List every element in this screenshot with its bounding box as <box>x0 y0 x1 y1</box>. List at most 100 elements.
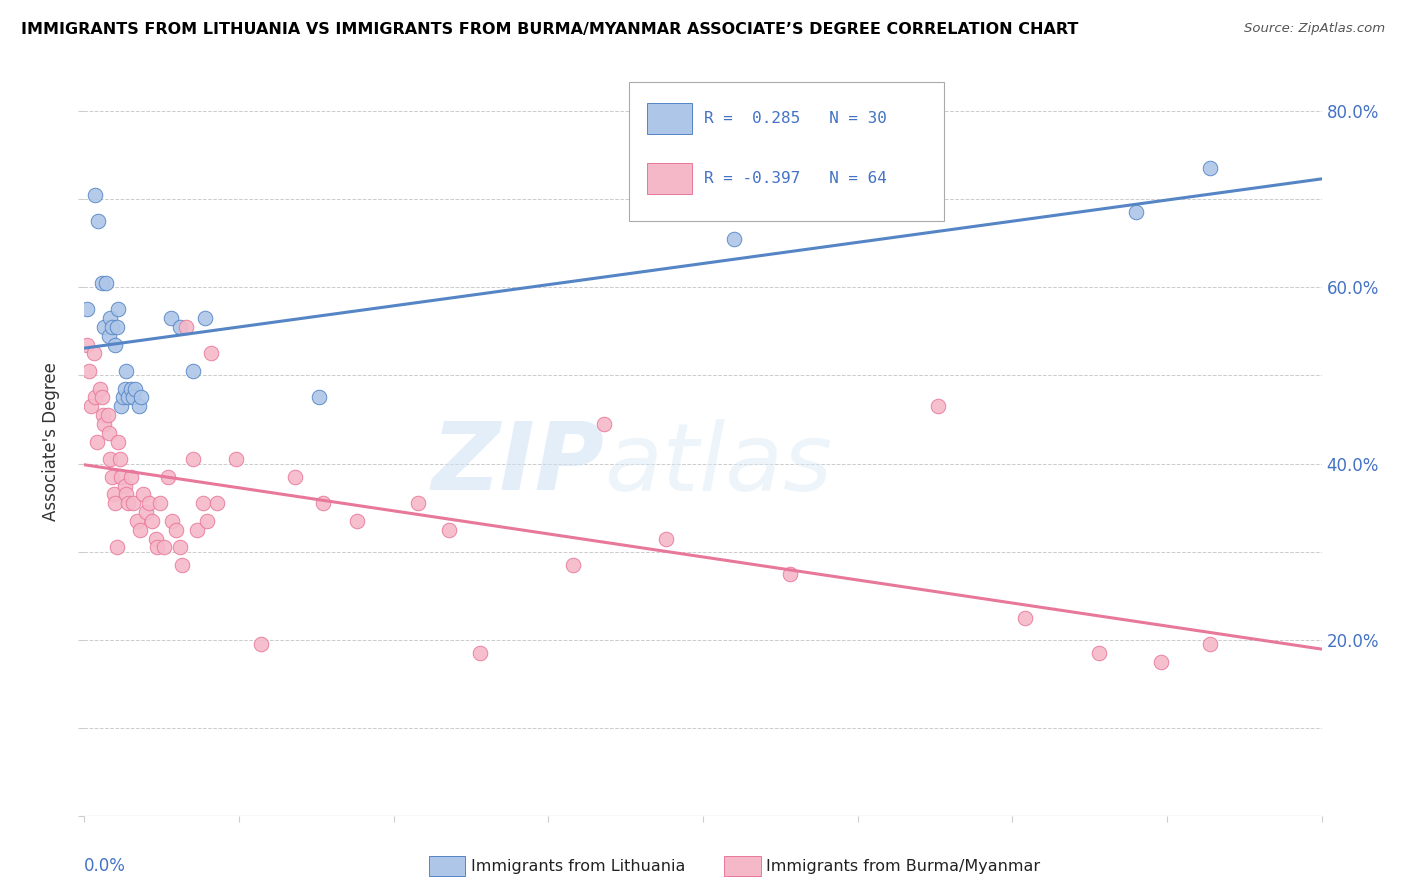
Point <box>1150 655 1173 669</box>
Text: IMMIGRANTS FROM LITHUANIA VS IMMIGRANTS FROM BURMA/MYANMAR ASSOCIATE’S DEGREE CO: IMMIGRANTS FROM LITHUANIA VS IMMIGRANTS … <box>21 22 1078 37</box>
Point <box>129 523 152 537</box>
Point <box>98 311 121 326</box>
Point <box>107 434 129 449</box>
Point <box>104 496 127 510</box>
Point <box>779 566 801 581</box>
Point <box>101 320 124 334</box>
Point <box>90 391 112 405</box>
Point <box>87 214 110 228</box>
Point <box>191 496 214 510</box>
Point <box>105 541 128 555</box>
Text: Source: ZipAtlas.com: Source: ZipAtlas.com <box>1244 22 1385 36</box>
Point <box>207 496 229 510</box>
Point <box>723 232 745 246</box>
Point <box>98 328 121 343</box>
Point <box>145 532 167 546</box>
Point <box>195 514 218 528</box>
FancyBboxPatch shape <box>628 82 945 220</box>
Point <box>94 276 117 290</box>
Point <box>146 541 169 555</box>
Point <box>110 470 132 484</box>
Point <box>110 399 132 413</box>
Point <box>152 541 174 555</box>
Point <box>76 337 98 351</box>
Point <box>79 399 101 413</box>
Point <box>115 487 138 501</box>
Point <box>135 505 157 519</box>
Point <box>124 382 146 396</box>
Point <box>149 496 172 510</box>
Point <box>655 532 678 546</box>
Point <box>160 514 183 528</box>
Point <box>593 417 616 431</box>
Point <box>132 487 155 501</box>
Point <box>103 487 125 501</box>
Point <box>84 187 107 202</box>
Point <box>98 425 121 440</box>
Point <box>76 302 98 317</box>
Point <box>284 470 307 484</box>
Point <box>101 470 124 484</box>
Point <box>156 470 179 484</box>
Point <box>114 382 136 396</box>
Point <box>89 382 111 396</box>
Point <box>111 391 134 405</box>
Point <box>169 541 191 555</box>
Point <box>115 364 138 378</box>
Text: ZIP: ZIP <box>432 418 605 510</box>
Point <box>311 496 333 510</box>
Point <box>79 364 101 378</box>
Point <box>105 320 128 334</box>
Point <box>110 452 132 467</box>
Point <box>1125 205 1147 219</box>
Point <box>181 364 204 378</box>
Point <box>121 391 143 405</box>
Point <box>1088 646 1111 660</box>
Point <box>1199 637 1222 651</box>
Text: 0.0%: 0.0% <box>84 857 127 875</box>
Text: R =  0.285   N = 30: R = 0.285 N = 30 <box>704 112 887 126</box>
Point <box>470 646 492 660</box>
Point <box>84 391 107 405</box>
Y-axis label: Associate's Degree: Associate's Degree <box>42 362 60 521</box>
Point <box>194 311 217 326</box>
Point <box>121 496 143 510</box>
Point <box>120 382 142 396</box>
Point <box>128 399 150 413</box>
Point <box>107 302 129 317</box>
Text: atlas: atlas <box>605 418 832 509</box>
FancyBboxPatch shape <box>647 163 692 194</box>
Text: Immigrants from Lithuania: Immigrants from Lithuania <box>471 859 685 873</box>
Point <box>83 346 105 360</box>
Point <box>97 408 120 422</box>
Point <box>93 417 115 431</box>
Point <box>98 452 121 467</box>
Point <box>117 391 139 405</box>
Point <box>86 434 108 449</box>
Point <box>165 523 187 537</box>
Point <box>181 452 204 467</box>
Point <box>169 320 191 334</box>
Point <box>141 514 163 528</box>
Point <box>186 523 208 537</box>
Point <box>120 470 142 484</box>
Point <box>117 496 139 510</box>
FancyBboxPatch shape <box>647 103 692 135</box>
Point <box>91 408 114 422</box>
Point <box>129 391 152 405</box>
Point <box>93 320 115 334</box>
Point <box>408 496 430 510</box>
Point <box>927 399 949 413</box>
Text: R = -0.397   N = 64: R = -0.397 N = 64 <box>704 171 887 186</box>
Point <box>225 452 247 467</box>
Point <box>160 311 183 326</box>
Point <box>346 514 368 528</box>
Point <box>125 514 148 528</box>
Point <box>308 391 330 405</box>
Point <box>176 320 198 334</box>
Point <box>114 478 136 492</box>
Point <box>138 496 160 510</box>
Point <box>1199 161 1222 176</box>
Text: Immigrants from Burma/Myanmar: Immigrants from Burma/Myanmar <box>766 859 1040 873</box>
Point <box>439 523 461 537</box>
